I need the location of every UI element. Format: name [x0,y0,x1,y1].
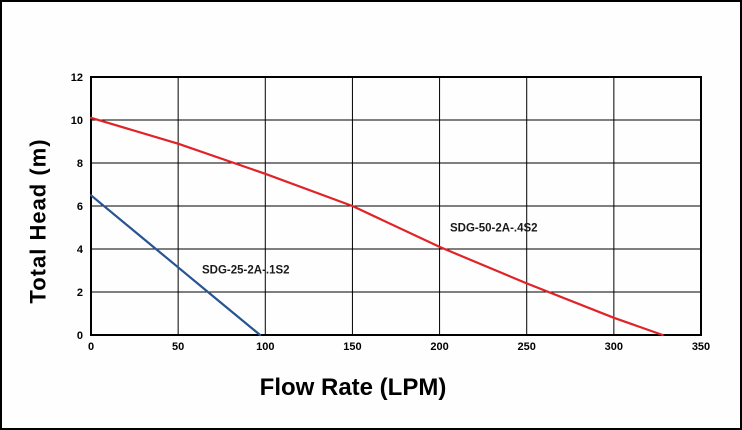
y-tick-label: 10 [71,115,83,127]
x-tick-label: 300 [605,341,623,353]
y-tick-label: 0 [77,330,83,342]
x-tick-label: 150 [343,341,361,353]
y-tick-label: 8 [77,158,83,170]
y-tick-label: 6 [77,201,83,213]
series-label: SDG-50-2A-.4S2 [450,223,538,235]
x-tick-label: 0 [88,341,94,353]
series-curve [89,116,664,337]
x-axis-title: Flow Rate (LPM) [259,374,447,401]
plot-border [90,76,702,336]
series-curve [89,194,262,337]
x-tick-label: 250 [518,341,536,353]
y-tick-label: 2 [77,287,83,299]
x-tick-label: 100 [256,341,274,353]
y-tick-label: 12 [71,72,83,84]
y-axis-title: Total Head (m) [25,138,51,304]
x-tick-label: 200 [430,341,448,353]
x-tick-label: 350 [692,341,710,353]
x-tick-label: 50 [172,341,184,353]
y-tick-label: 4 [77,244,84,256]
series-label: SDG-25-2A-.1S2 [202,264,290,276]
